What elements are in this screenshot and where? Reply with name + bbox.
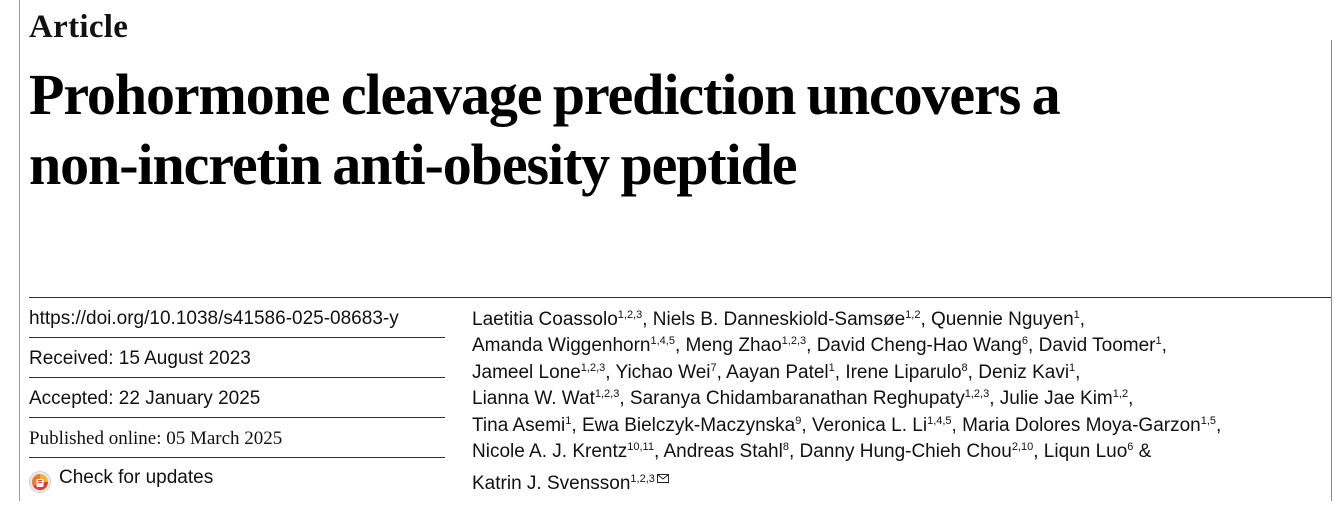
check-for-updates-icon bbox=[29, 467, 51, 493]
author-affiliation-marker: 1,2,3 bbox=[781, 335, 807, 348]
author-separator: , bbox=[951, 414, 963, 436]
check-for-updates-button[interactable]: Check for updates bbox=[29, 458, 445, 498]
author-separator: , bbox=[605, 361, 616, 383]
author-line: Nicole A. J. Krentz10,11, Andreas Stahl8… bbox=[472, 439, 1322, 465]
author-line: Jameel Lone1,2,3, Yichao Wei7, Aayan Pat… bbox=[472, 360, 1322, 386]
author-separator: , bbox=[1128, 388, 1134, 410]
author-separator: , bbox=[967, 361, 979, 383]
author-name[interactable]: Jameel Lone bbox=[472, 361, 581, 383]
author-affiliation-marker: 1,2,3 bbox=[964, 388, 990, 401]
author-affiliation-marker: 10,11 bbox=[627, 441, 654, 454]
author-name[interactable]: David Toomer bbox=[1038, 335, 1156, 357]
envelope-icon[interactable] bbox=[656, 465, 669, 491]
author-name[interactable]: Maria Dolores Moya-Garzon bbox=[962, 414, 1201, 436]
author-affiliation-marker: 1,5 bbox=[1200, 414, 1217, 427]
article-metadata: https://doi.org/10.1038/s41586-025-08683… bbox=[29, 298, 445, 498]
author-affiliation-marker: 6 bbox=[1021, 335, 1029, 348]
author-separator: , bbox=[571, 414, 582, 436]
author-separator: , bbox=[1028, 335, 1039, 357]
author-name[interactable]: Yichao Wei bbox=[615, 361, 711, 383]
author-line: Laetitia Coassolo1,2,3, Niels B. Dannesk… bbox=[472, 307, 1322, 333]
author-affiliation-marker: 1,2 bbox=[1112, 388, 1129, 401]
author-affiliation-marker: 7 bbox=[710, 361, 717, 374]
author-affiliation-marker: 6 bbox=[1127, 441, 1134, 454]
author-name[interactable]: David Cheng-Hao Wang bbox=[816, 335, 1022, 357]
doi-link[interactable]: https://doi.org/10.1038/s41586-025-08683… bbox=[29, 298, 445, 338]
author-separator: , bbox=[674, 335, 686, 357]
author-line: Lianna W. Wat1,2,3, Saranya Chidambarana… bbox=[472, 386, 1322, 412]
author-affiliation-marker: 9 bbox=[795, 414, 802, 427]
author-separator: , bbox=[989, 388, 1000, 410]
author-separator: , bbox=[642, 309, 653, 330]
author-separator: , bbox=[653, 441, 664, 463]
author-separator: , bbox=[1033, 441, 1044, 463]
author-affiliation-marker: 1 bbox=[565, 414, 572, 427]
article-title-line-2: non-incretin anti-obesity peptide bbox=[29, 132, 798, 197]
author-separator: , bbox=[1161, 335, 1167, 357]
article-title-line-1: Prohormone cleavage prediction uncovers … bbox=[29, 62, 1061, 127]
author-separator: , bbox=[801, 414, 812, 436]
page-right-rule bbox=[1331, 40, 1332, 501]
author-name[interactable]: Katrin J. Svensson bbox=[472, 473, 631, 495]
author-separator: , bbox=[1079, 309, 1086, 330]
author-affiliation-marker: 1 bbox=[1069, 361, 1076, 374]
author-separator: , bbox=[1075, 361, 1081, 383]
author-name[interactable]: Niels B. Danneskiold-Samsøe bbox=[652, 309, 906, 330]
author-separator: & bbox=[1133, 441, 1152, 463]
author-separator: , bbox=[834, 361, 846, 383]
author-name[interactable]: Andreas Stahl bbox=[663, 441, 783, 463]
page-left-rule bbox=[19, 0, 20, 501]
author-affiliation-marker: 1 bbox=[1073, 309, 1080, 321]
author-line: Katrin J. Svensson1,2,3 bbox=[472, 465, 1322, 497]
author-affiliation-marker: 2,10 bbox=[1011, 441, 1034, 454]
author-name[interactable]: Danny Hung-Chieh Chou bbox=[799, 441, 1012, 463]
author-affiliation-marker: 1,2,3 bbox=[580, 361, 606, 374]
author-affiliation-marker: 1,2,3 bbox=[630, 473, 655, 486]
author-list: Laetitia Coassolo1,2,3, Niels B. Dannesk… bbox=[472, 307, 1322, 498]
author-name[interactable]: Liqun Luo bbox=[1043, 441, 1128, 463]
author-affiliation-marker: 1,2,3 bbox=[617, 309, 643, 321]
author-separator: , bbox=[1216, 414, 1222, 436]
author-name[interactable]: Julie Jae Kim bbox=[999, 388, 1113, 410]
author-affiliation-marker: 1 bbox=[828, 361, 835, 374]
author-name[interactable]: Lianna W. Wat bbox=[472, 388, 595, 410]
author-separator: , bbox=[716, 361, 727, 383]
author-name[interactable]: Laetitia Coassolo bbox=[472, 309, 618, 330]
author-affiliation-marker: 1,2 bbox=[905, 309, 921, 321]
header-divider bbox=[29, 297, 1331, 298]
author-line: Tina Asemi1, Ewa Bielczyk-Maczynska9, Ve… bbox=[472, 413, 1322, 439]
author-affiliation-marker: 1,4,5 bbox=[650, 335, 675, 348]
article-type-label: Article bbox=[29, 9, 129, 45]
author-name[interactable]: Quennie Nguyen bbox=[931, 309, 1074, 330]
author-name[interactable]: Saranya Chidambaranathan Reghupaty bbox=[629, 388, 965, 410]
author-name[interactable]: Tina Asemi bbox=[472, 414, 566, 436]
author-separator: , bbox=[619, 388, 630, 410]
author-separator: , bbox=[920, 309, 932, 330]
author-affiliation-marker: 8 bbox=[961, 361, 968, 374]
author-line: Amanda Wiggenhorn1,4,5, Meng Zhao1,2,3, … bbox=[472, 333, 1322, 359]
author-name[interactable]: Nicole A. J. Krentz bbox=[472, 441, 628, 463]
author-name[interactable]: Aayan Patel bbox=[726, 361, 829, 383]
author-separator: , bbox=[806, 335, 817, 357]
check-for-updates-label: Check for updates bbox=[59, 467, 214, 488]
received-date: Received: 15 August 2023 bbox=[29, 338, 445, 378]
author-affiliation-marker: 1 bbox=[1155, 335, 1162, 348]
accepted-date: Accepted: 22 January 2025 bbox=[29, 378, 445, 418]
author-name[interactable]: Amanda Wiggenhorn bbox=[472, 335, 651, 357]
author-separator: , bbox=[788, 441, 800, 463]
author-name[interactable]: Deniz Kavi bbox=[978, 361, 1070, 383]
author-name[interactable]: Ewa Bielczyk-Maczynska bbox=[581, 414, 796, 436]
author-name[interactable]: Irene Liparulo bbox=[845, 361, 962, 383]
author-name[interactable]: Meng Zhao bbox=[685, 335, 782, 357]
published-date: Published online: 05 March 2025 bbox=[29, 418, 445, 458]
author-affiliation-marker: 1,2,3 bbox=[594, 388, 620, 401]
article-title: Prohormone cleavage prediction uncovers … bbox=[29, 60, 1329, 200]
author-affiliation-marker: 8 bbox=[782, 441, 789, 454]
author-name[interactable]: Veronica L. Li bbox=[811, 414, 928, 436]
author-affiliation-marker: 1,4,5 bbox=[927, 414, 952, 427]
